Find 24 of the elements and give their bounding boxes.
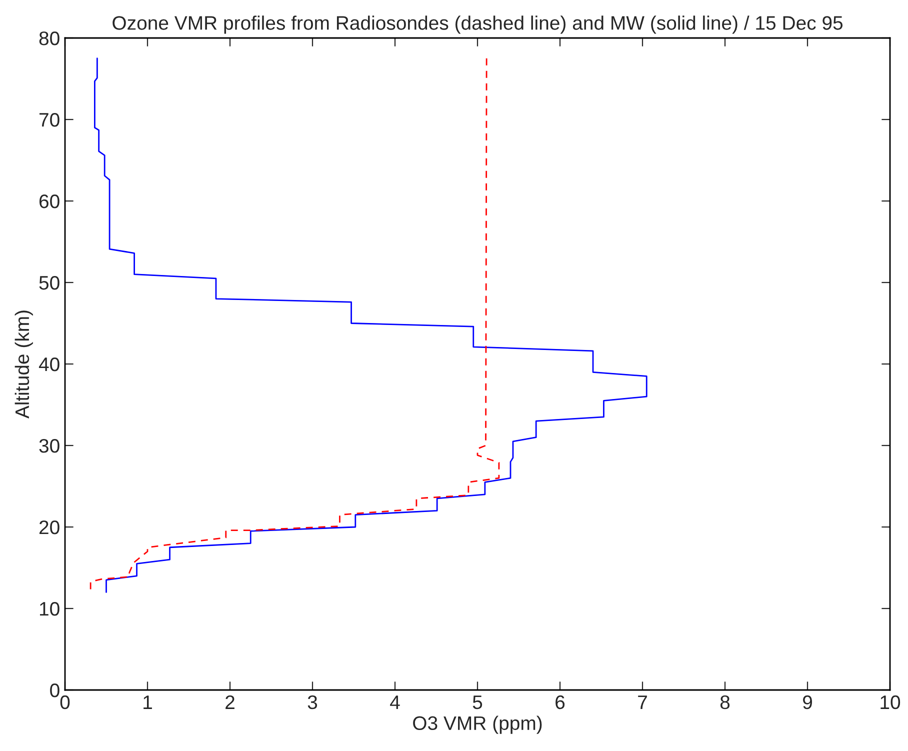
x-tick-label: 6 [556,695,565,710]
x-tick-label: 8 [720,695,730,710]
x-tick-label: 4 [390,696,400,709]
x-tick-label: 7 [638,696,647,709]
y-tick-label: 40 [38,357,60,372]
y-tick-label: 60 [40,194,60,208]
x-tick-label: 0 [60,695,70,710]
x-tick-label: 2 [226,695,234,709]
y-tick-label: 10 [40,602,60,616]
chart-title: Ozone VMR profiles from Radiosondes (dashed line) and MW (solid line) / 15 Dec 95 [112,16,843,34]
y-tick-label: 30 [39,438,60,453]
y-axis-title: Altitude (km) [14,310,33,419]
x-tick-label: 10 [880,695,900,710]
y-tick-label: 0 [50,683,60,698]
y-tick-label: 20 [39,520,60,534]
y-tick-label: 80 [39,31,60,46]
line-series [94,58,648,593]
y-tick-label: 70 [40,112,60,127]
x-tick-label: 5 [472,696,482,710]
x-axis-title: O3 VMR (ppm) [413,716,542,734]
x-tick-label: 9 [803,695,812,710]
y-tick-label: 50 [39,276,60,290]
x-tick-label: 3 [308,695,318,710]
x-tick-label: 1 [144,696,152,709]
